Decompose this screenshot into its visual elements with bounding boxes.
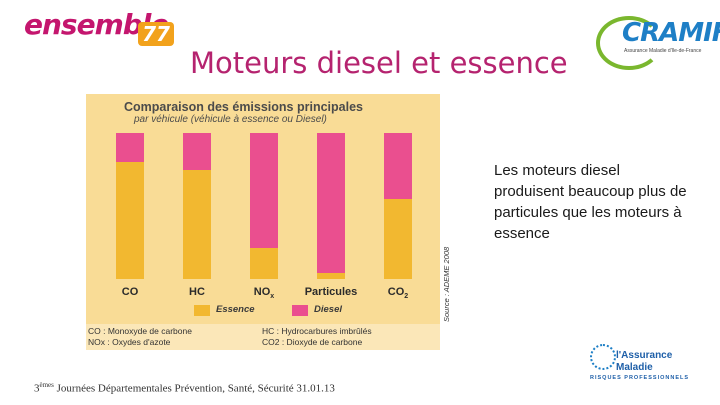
bar-diesel-co xyxy=(116,133,144,163)
cramif-logo-word: CRAMIF xyxy=(622,18,720,48)
slide-body-text: Les moteurs diesel produisent beaucoup p… xyxy=(494,162,687,242)
legend-swatch-essence xyxy=(194,305,210,316)
assurance-maladie-emblem-icon xyxy=(590,344,616,370)
am-logo-line3: RISQUES PROFESSIONNELS xyxy=(590,375,690,381)
glossary-item-hc: HC : Hydrocarbures imbrûlés xyxy=(262,326,372,336)
cramif-logo-ring-icon xyxy=(596,16,662,70)
ensemble77-logo: ensemble 77 xyxy=(24,6,174,50)
slide-title: Moteurs diesel et essence xyxy=(190,46,568,80)
assurance-maladie-logo: l'Assurance Maladie RISQUES PROFESSIONNE… xyxy=(584,340,694,386)
x-tick-label-hc: HC xyxy=(189,286,205,298)
glossary-item-co: CO : Monoxyde de carbone xyxy=(88,326,192,336)
legend-swatch-diesel xyxy=(292,305,308,316)
glossary-item-nox: NOx : Oxydes d'azote xyxy=(88,337,171,347)
cramif-logo: CRAMIF Assurance Maladie d'Ile-de-France xyxy=(594,14,720,70)
footer-number: 3 xyxy=(34,382,40,395)
bar-diesel-nox xyxy=(250,133,278,249)
legend-label-essence: Essence xyxy=(216,304,255,315)
x-tick-label-co2: CO2 xyxy=(387,286,409,301)
legend-label-diesel: Diesel xyxy=(314,304,342,315)
x-tick-label-particules: Particules xyxy=(304,286,358,298)
cramif-logo-tagline: Assurance Maladie d'Ile-de-France xyxy=(624,48,702,54)
slide-footer: 3èmes Journées Départementales Préventio… xyxy=(34,381,335,395)
x-tick-label-co: CO xyxy=(121,286,139,298)
chart-source: Source : ADEME 2008 xyxy=(442,246,451,322)
emissions-chart: Comparaison des émissions principales pa… xyxy=(86,94,440,324)
bar-essence-particules xyxy=(317,273,345,279)
chart-title: Comparaison des émissions principales xyxy=(124,100,363,114)
ensemble-logo-number: 77 xyxy=(138,22,174,46)
chart-subtitle: par véhicule (véhicule à essence ou Dies… xyxy=(134,114,327,125)
footer-text: Journées Départementales Prévention, San… xyxy=(53,382,335,395)
bar-diesel-co2 xyxy=(384,133,412,199)
bar-essence-nox xyxy=(250,248,278,279)
x-tick-label-nox: NOx xyxy=(253,286,275,301)
bar-diesel-particules xyxy=(317,133,345,274)
footer-superscript: èmes xyxy=(39,381,54,389)
am-logo-line2: Maladie xyxy=(616,362,653,373)
bar-diesel-hc xyxy=(183,133,211,170)
bar-essence-co2 xyxy=(384,198,412,279)
bar-essence-co xyxy=(116,162,144,279)
am-logo-line1: l'Assurance xyxy=(616,350,673,361)
chart-glossary: CO : Monoxyde de carbone HC : Hydrocarbur… xyxy=(86,324,440,350)
bar-essence-hc xyxy=(183,169,211,279)
glossary-item-co2: CO2 : Dioxyde de carbone xyxy=(262,337,363,347)
